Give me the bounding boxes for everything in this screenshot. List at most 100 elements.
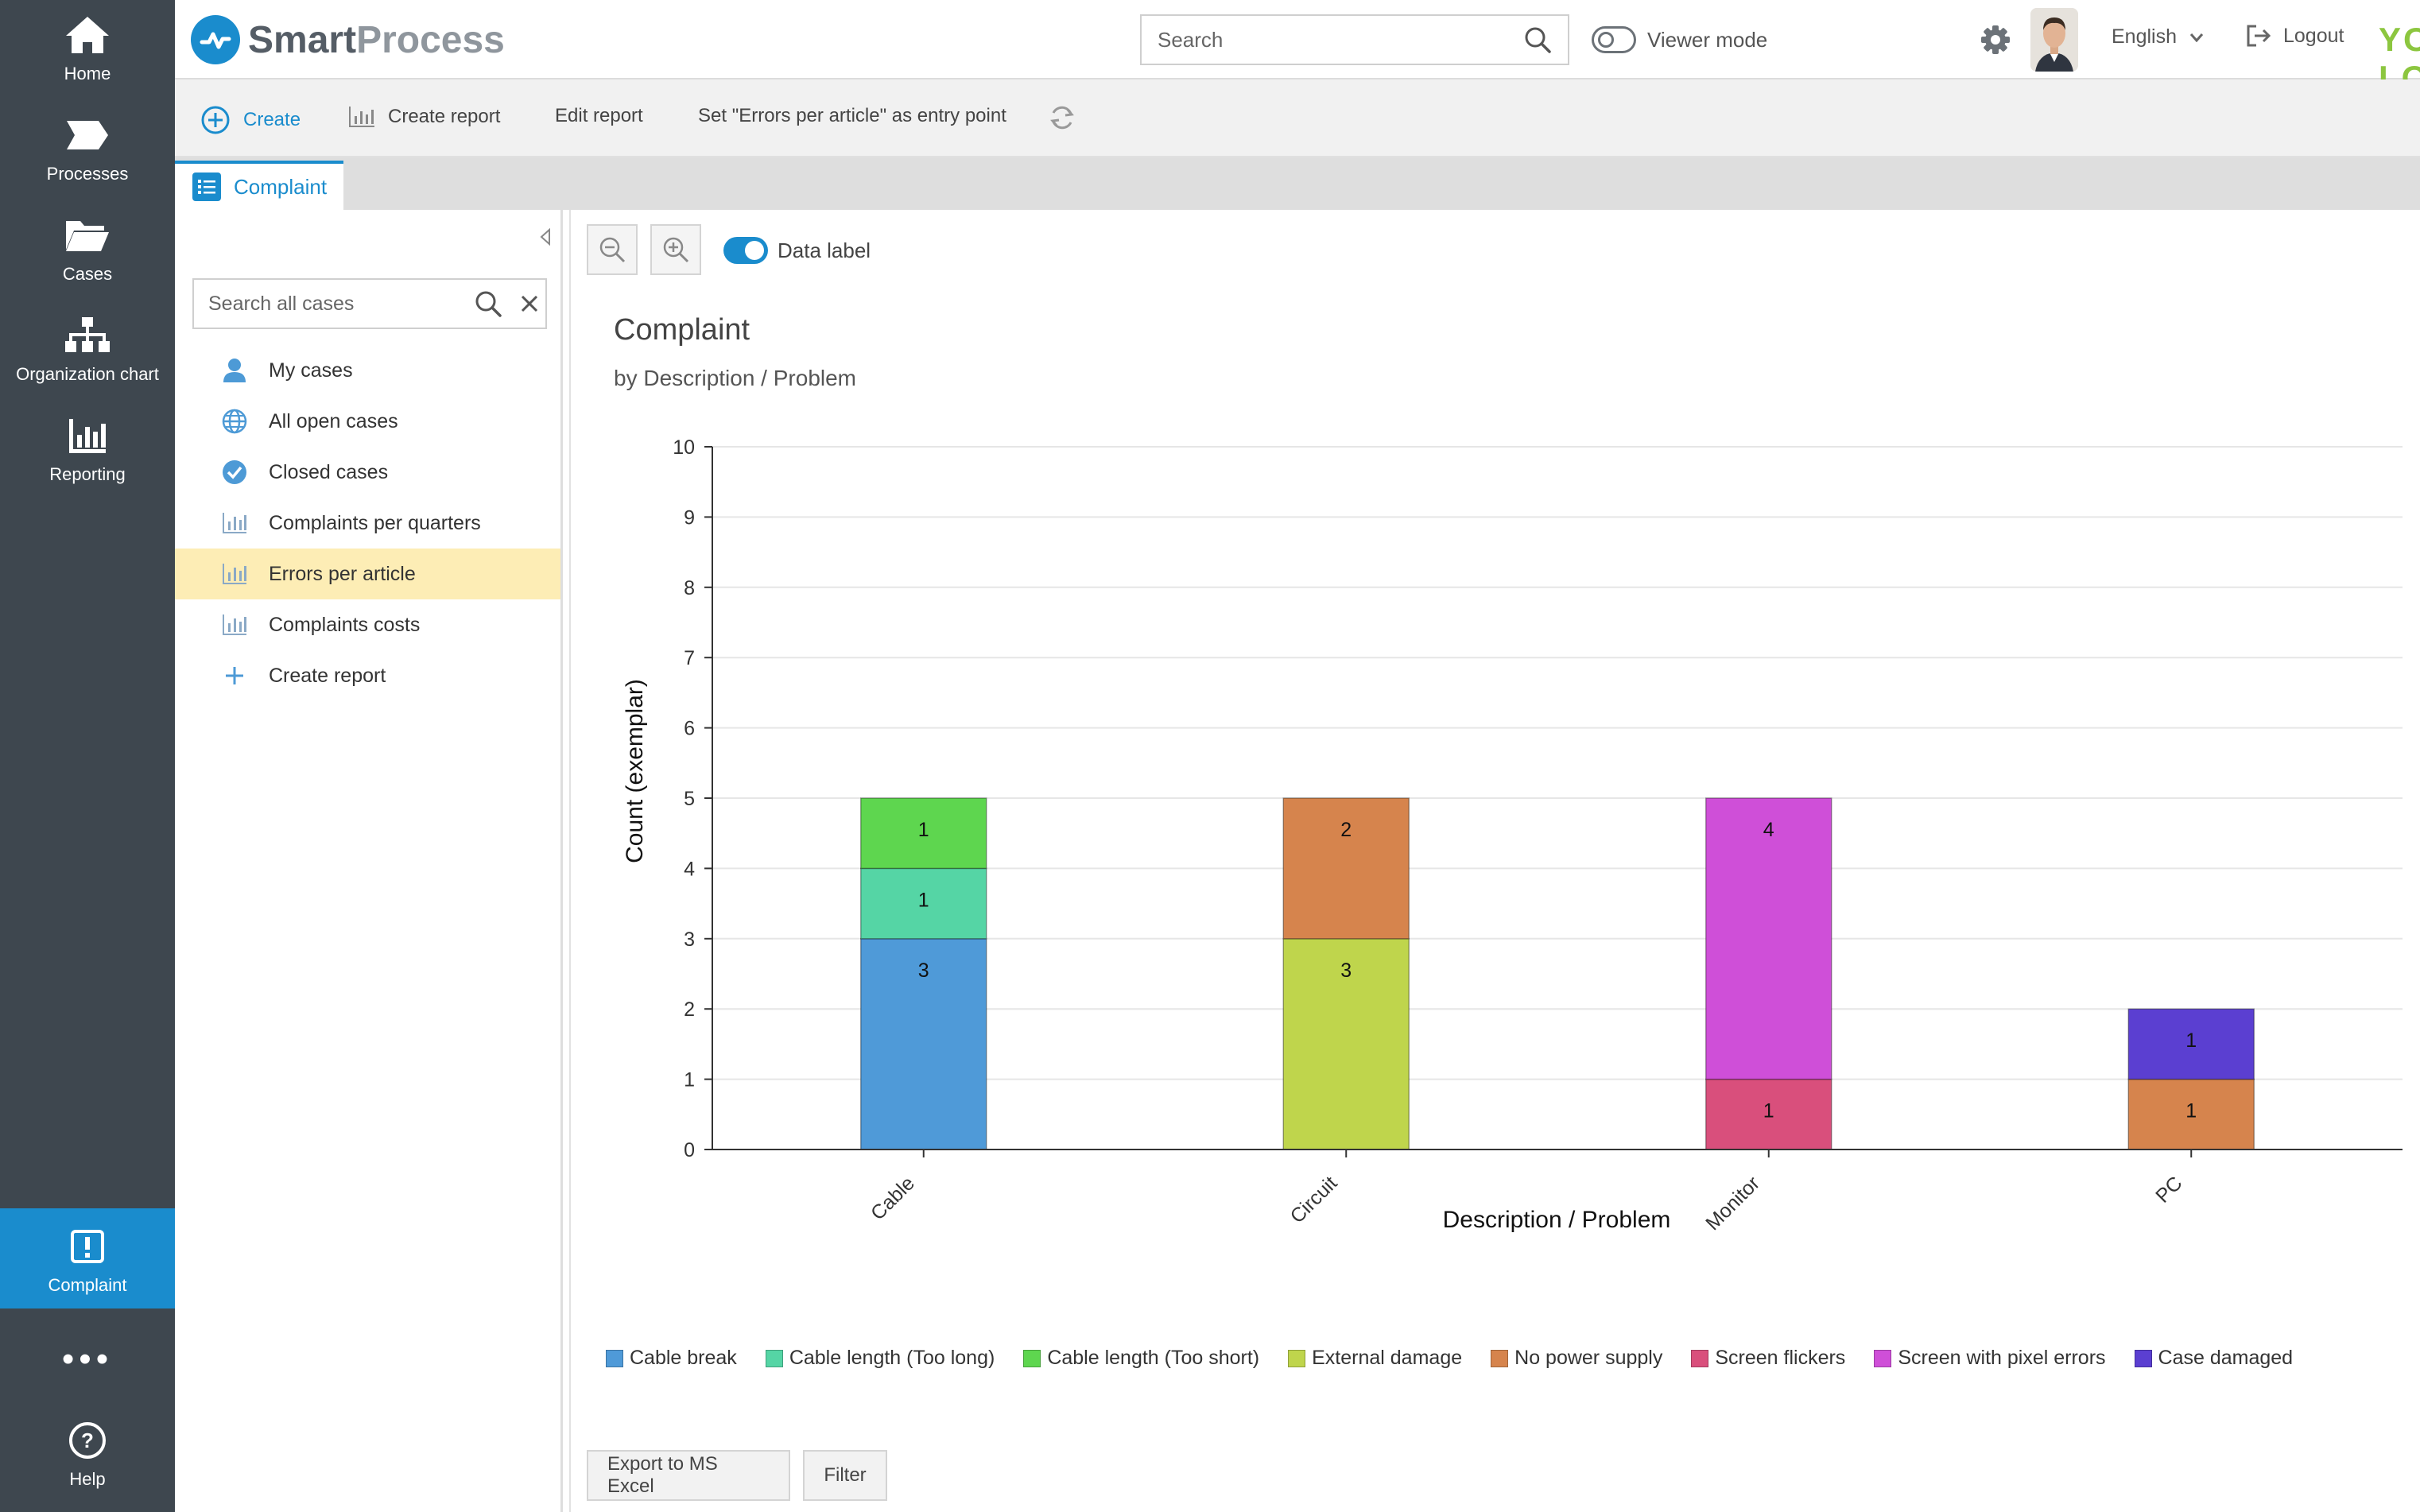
bar-segment[interactable]	[860, 867, 987, 940]
sidebar-item-my-cases[interactable]: My cases	[175, 345, 560, 396]
tab-strip: Complaint	[175, 157, 2420, 210]
report-icon	[221, 510, 248, 537]
gear-icon[interactable]	[1980, 24, 2011, 56]
avatar[interactable]	[2030, 8, 2078, 72]
create-report-button[interactable]: Create report	[348, 105, 500, 129]
bar-segment[interactable]	[1282, 797, 1410, 940]
sidebar-item-closed-cases[interactable]: Closed cases	[175, 447, 560, 498]
bar-segment[interactable]	[1705, 797, 1832, 1080]
legend-label: Cable break	[630, 1347, 737, 1369]
legend-swatch	[1491, 1349, 1509, 1367]
nav-item-processes[interactable]: Processes	[0, 100, 175, 196]
data-label: 2	[1340, 819, 1352, 841]
search-icon[interactable]	[474, 289, 502, 318]
search-icon[interactable]	[1523, 25, 1552, 54]
bar-segment[interactable]	[860, 938, 987, 1150]
data-label: 1	[2185, 1029, 2197, 1052]
nav-label: Complaint	[48, 1275, 127, 1295]
zoom-in-icon	[663, 237, 689, 263]
legend-item[interactable]: Cable length (Too long)	[765, 1347, 995, 1370]
sidebar-item-label: Closed cases	[269, 460, 389, 483]
tab-label: Complaint	[234, 174, 328, 199]
toggle-switch[interactable]	[723, 237, 768, 264]
y-tick-label: 7	[684, 647, 695, 669]
sidebar-item-complaints-per-quarters[interactable]: Complaints per quarters	[175, 498, 560, 549]
y-tick-label: 0	[684, 1139, 695, 1161]
sidebar-item-complaints-costs[interactable]: Complaints costs	[175, 599, 560, 650]
x-tick-label: Monitor	[1701, 1172, 1764, 1235]
sidebar-item-errors-per-article[interactable]: Errors per article	[175, 549, 560, 599]
legend-item[interactable]: Cable length (Too short)	[1023, 1347, 1259, 1370]
zoom-out-button[interactable]	[587, 224, 638, 275]
viewer-mode-toggle[interactable]: Viewer mode	[1592, 22, 1767, 57]
y-tick-label: 5	[684, 788, 695, 810]
legend-item[interactable]: Case damaged	[2134, 1347, 2293, 1370]
create-button[interactable]: Create	[200, 105, 301, 135]
refresh-icon[interactable]	[1048, 103, 1089, 132]
case-search-input[interactable]	[208, 292, 464, 316]
legend-label: External damage	[1312, 1347, 1463, 1369]
legend-item[interactable]: Screen with pixel errors	[1874, 1347, 2106, 1370]
nav-item-help[interactable]: ? Help	[0, 1405, 175, 1501]
close-icon[interactable]	[520, 294, 539, 313]
nav-label: Cases	[62, 264, 113, 284]
bar-segment[interactable]	[1705, 1078, 1832, 1150]
case-list-menu: My cases All open cases Closed cases Com…	[175, 345, 560, 701]
legend-swatch	[1023, 1349, 1041, 1367]
zoom-in-button[interactable]	[650, 224, 701, 275]
legend-item[interactable]: No power supply	[1491, 1347, 1662, 1370]
brand-logo[interactable]: Smart Process	[191, 14, 505, 65]
report-view: Data label Complaint by Description / Pr…	[569, 210, 2420, 1512]
sidebar-item-label: All open cases	[269, 409, 398, 432]
collapse-sidebar-icon[interactable]	[539, 227, 552, 246]
language-label: English	[2112, 25, 2177, 48]
bar-segment[interactable]	[860, 797, 987, 870]
legend-label: Cable length (Too long)	[789, 1347, 995, 1369]
entry-point-label: Set "Errors per article" as entry point	[698, 105, 1006, 126]
export-excel-button[interactable]: Export to MS Excel	[587, 1450, 790, 1501]
nav-item-cases[interactable]: Cases	[0, 200, 175, 296]
sidebar-item-all-open-cases[interactable]: All open cases	[175, 396, 560, 447]
language-selector[interactable]: English	[2112, 25, 2204, 48]
legend-swatch	[606, 1349, 623, 1367]
edit-report-button[interactable]: Edit report	[555, 105, 643, 127]
nav-item-reporting[interactable]: Reporting	[0, 401, 175, 496]
stacked-bar-chart: 0 1 2 3 4 5 6 7 8 9 10 3 1 1 3 2 1 4 1 1 Cable Circuit Monit…	[622, 436, 2403, 1235]
brand-name-process: Process	[356, 18, 505, 61]
global-search-input[interactable]	[1158, 27, 1523, 52]
data-label-toggle[interactable]: Data label	[723, 237, 871, 264]
nav-item-organization-chart[interactable]: Organization chart	[0, 300, 175, 396]
data-label: 3	[1340, 960, 1352, 982]
legend-swatch	[2134, 1349, 2152, 1367]
bar-segment[interactable]	[2127, 1078, 2255, 1150]
create-report-label: Create report	[388, 106, 501, 127]
more-menu-button[interactable]: •••	[61, 1339, 114, 1378]
data-label: 1	[918, 889, 929, 911]
tab-complaint[interactable]: Complaint	[175, 161, 343, 210]
chart-bars: 3 1 1 3 2 1 4 1 1	[860, 797, 2255, 1150]
cases-sidebar: My cases All open cases Closed cases Com…	[175, 210, 563, 1512]
nav-item-home[interactable]: Home	[0, 0, 175, 95]
bar-segment[interactable]	[2127, 1008, 2255, 1080]
sidebar-item-create-report[interactable]: Create report	[175, 650, 560, 701]
y-tick-label: 8	[684, 577, 695, 599]
legend-label: Cable length (Too short)	[1047, 1347, 1260, 1369]
y-tick-label: 10	[673, 436, 695, 459]
chart-gridlines	[712, 446, 2403, 1150]
y-tick-label: 9	[684, 506, 695, 529]
toggle-switch[interactable]	[1592, 26, 1636, 53]
legend-item[interactable]: External damage	[1288, 1347, 1462, 1370]
legend-item[interactable]: Screen flickers	[1691, 1347, 1845, 1370]
set-entry-point-button[interactable]: Set "Errors per article" as entry point	[698, 105, 1006, 127]
left-navigation: Home Processes Cases Organization chart …	[0, 0, 175, 1512]
org-chart-icon	[64, 315, 111, 356]
legend-item[interactable]: Cable break	[606, 1347, 737, 1370]
y-axis: 0 1 2 3 4 5 6 7 8 9 10	[673, 436, 713, 1161]
chart-subtitle: by Description / Problem	[614, 366, 857, 390]
logout-button[interactable]: Logout	[2245, 24, 2344, 48]
nav-item-complaint[interactable]: Complaint	[0, 1208, 175, 1308]
check-circle-icon	[221, 459, 248, 486]
sidebar-item-label: Errors per article	[269, 562, 416, 585]
create-label: Create	[243, 109, 301, 130]
filter-button[interactable]: Filter	[803, 1450, 887, 1501]
